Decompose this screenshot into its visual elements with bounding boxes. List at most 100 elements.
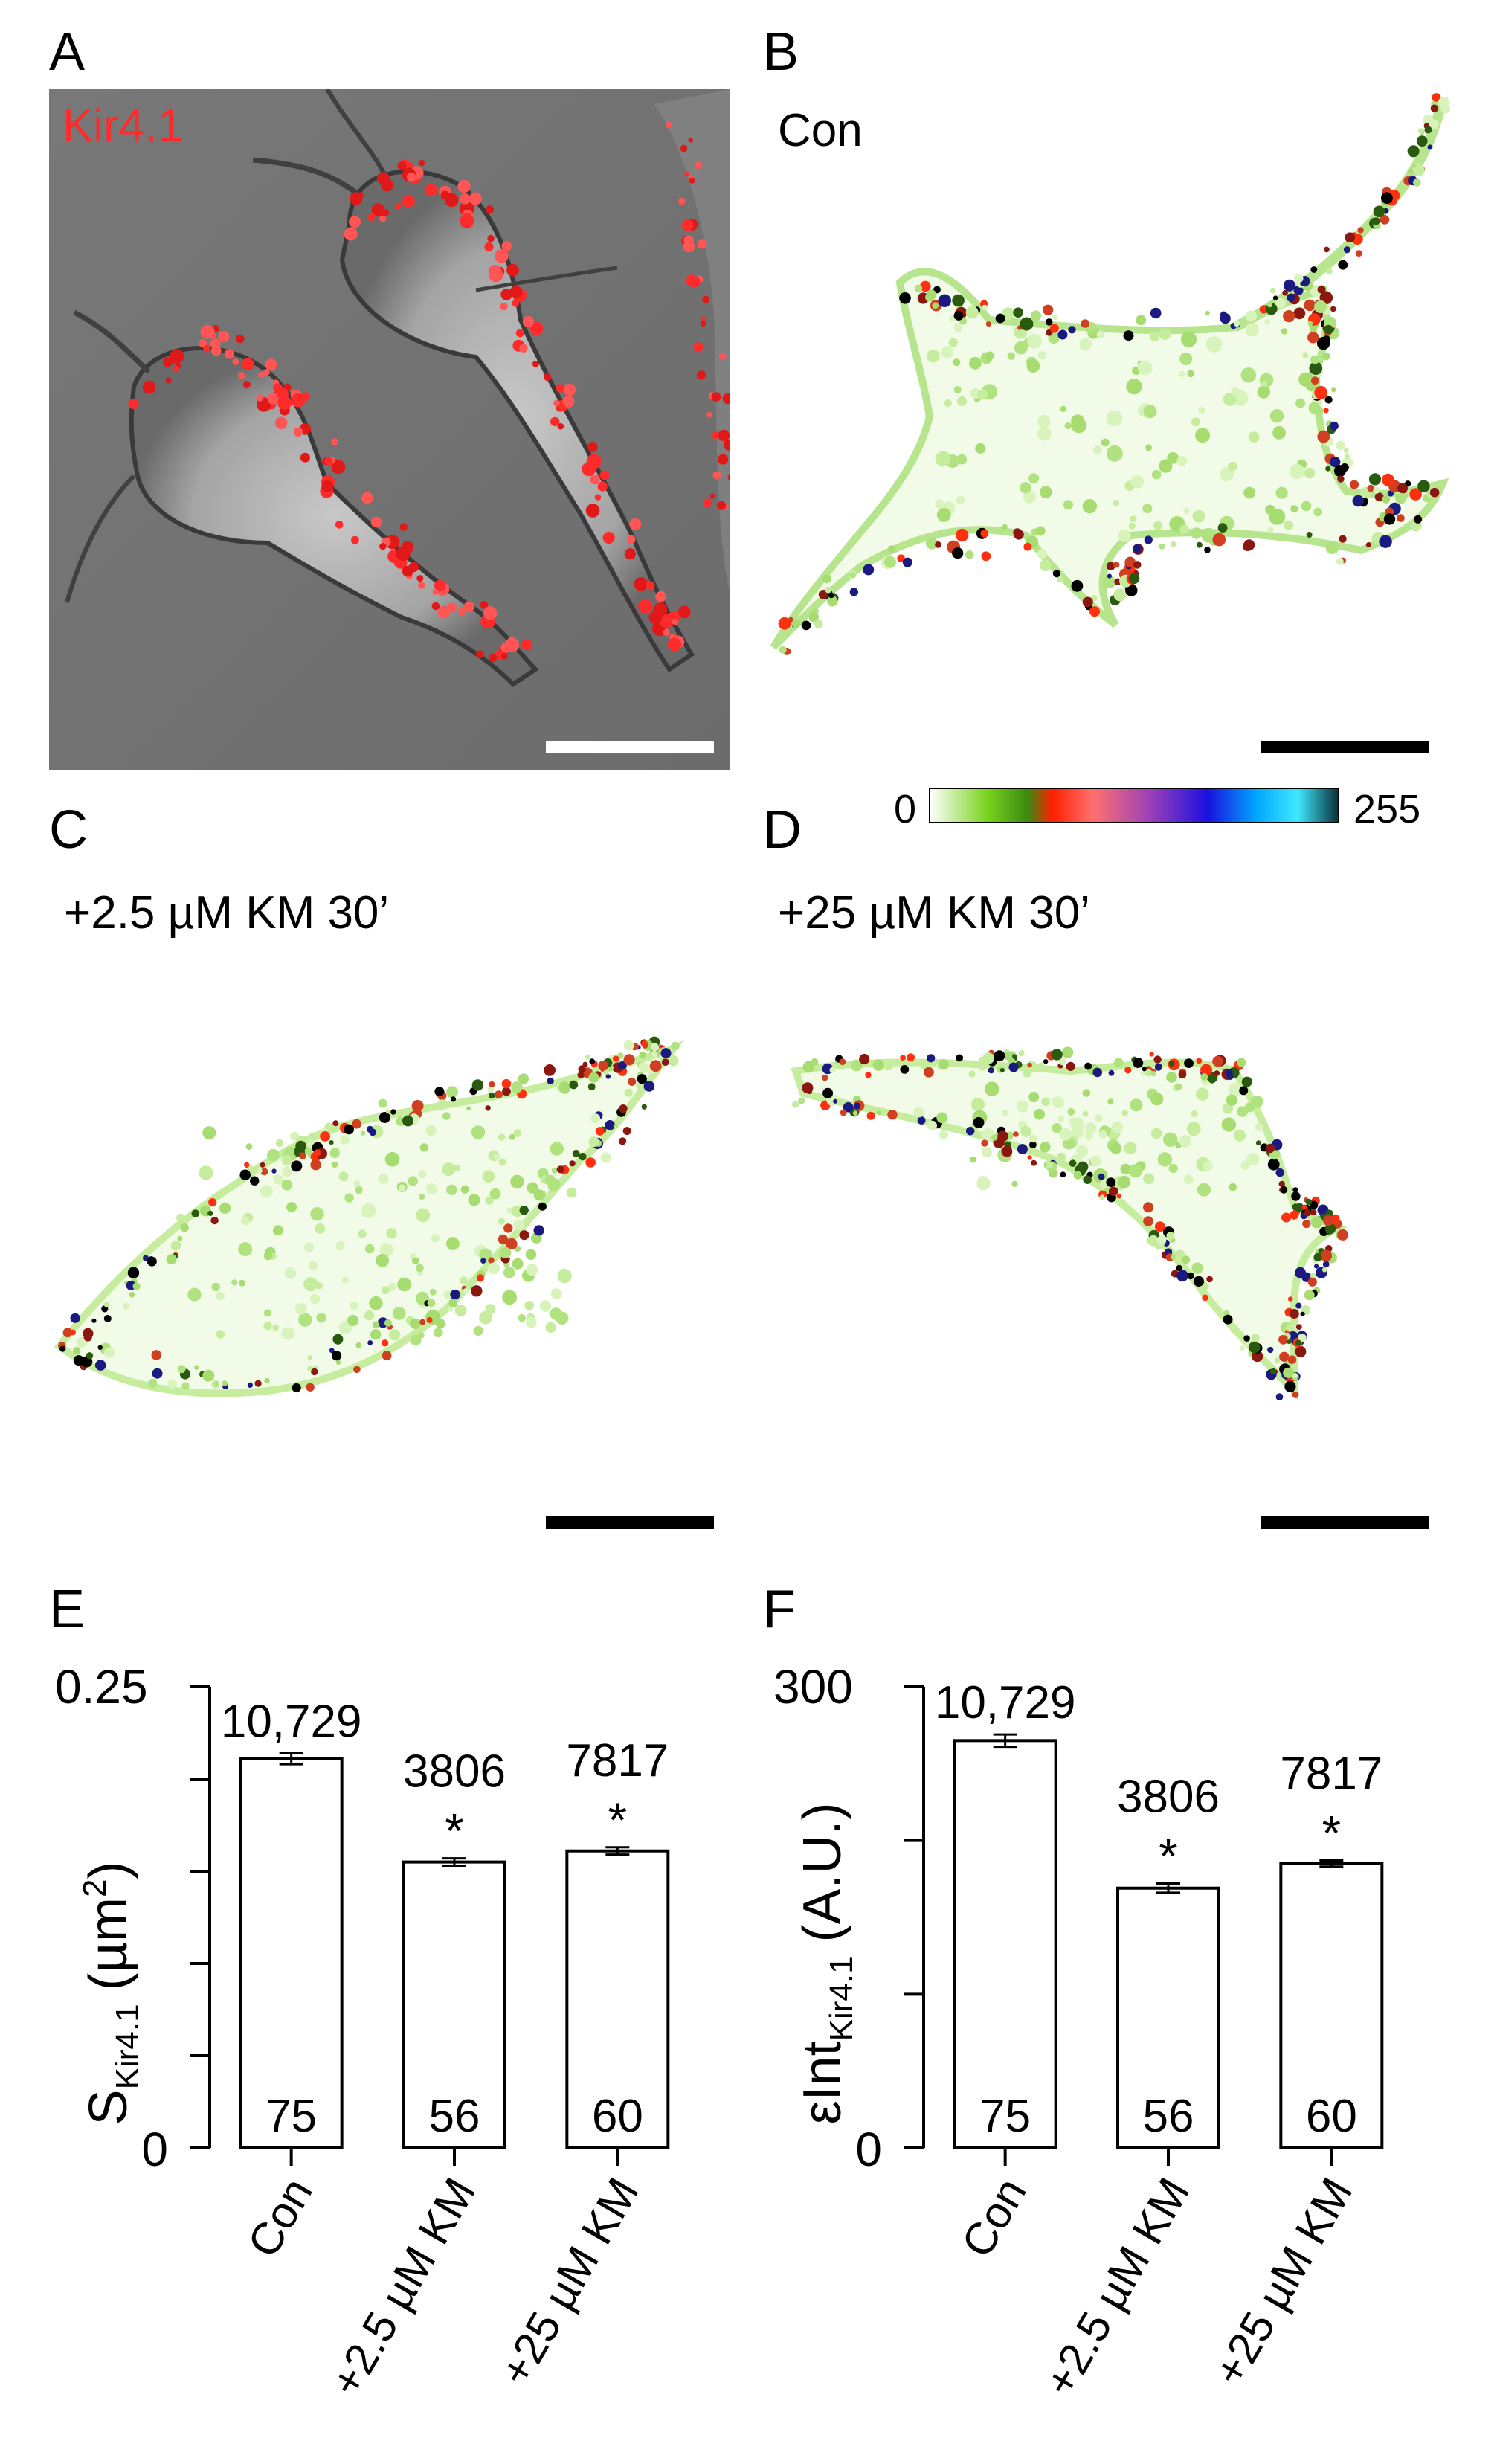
punctum	[384, 1319, 392, 1327]
punctum	[1107, 573, 1112, 579]
punctum	[1200, 1073, 1208, 1081]
punctum	[1082, 1110, 1089, 1117]
punctum	[1409, 488, 1422, 501]
punctum	[402, 195, 415, 208]
punctum	[1143, 1216, 1153, 1226]
punctum	[1016, 1100, 1028, 1113]
punctum	[1128, 1164, 1143, 1178]
punctum	[693, 342, 704, 353]
punctum	[181, 1382, 190, 1390]
punctum	[388, 1329, 401, 1341]
punctum	[1304, 1209, 1311, 1217]
punctum	[1304, 467, 1316, 479]
punctum	[1269, 508, 1286, 525]
punctum	[506, 263, 519, 277]
punctum	[1174, 1083, 1182, 1090]
punctum	[828, 593, 834, 599]
punctum	[1267, 527, 1274, 533]
punctum	[1014, 530, 1024, 540]
punctum	[556, 1311, 569, 1325]
punctum	[256, 394, 264, 402]
punctum	[199, 338, 207, 348]
punctum	[562, 396, 575, 408]
punctum	[953, 386, 962, 394]
punctum	[712, 471, 721, 480]
punctum	[1002, 1109, 1009, 1117]
punctum	[1287, 1296, 1293, 1302]
punctum	[1227, 461, 1237, 472]
punctum	[307, 1355, 312, 1360]
punctum	[1325, 268, 1333, 275]
punctum	[360, 1130, 366, 1136]
punctum	[700, 316, 706, 322]
punctum	[1208, 1076, 1216, 1084]
punctum	[463, 1288, 469, 1294]
punctum	[344, 227, 358, 241]
scale-bar-d	[1261, 1516, 1429, 1529]
punctum	[1170, 541, 1176, 547]
punctum	[1292, 1187, 1298, 1193]
punctum	[1314, 386, 1328, 399]
punctum	[1289, 1309, 1299, 1319]
panel-letter-a: A	[49, 22, 85, 82]
punctum	[547, 1077, 554, 1085]
punctum	[1007, 352, 1016, 361]
punctum	[1205, 310, 1210, 315]
punctum	[1083, 1175, 1092, 1184]
punctum	[513, 1219, 524, 1230]
punctum	[321, 480, 334, 493]
punctum	[723, 440, 730, 451]
punctum	[1240, 1345, 1246, 1351]
punctum	[872, 1059, 884, 1071]
punctum	[480, 1258, 486, 1264]
punctum	[1192, 509, 1205, 523]
punctum	[1336, 558, 1344, 566]
punctum	[689, 276, 701, 288]
punctum	[888, 545, 895, 553]
x-tick-label: Con	[238, 2169, 322, 2265]
x-tick-label: Con	[952, 2169, 1036, 2265]
punctum	[263, 1251, 273, 1261]
punctum	[1269, 409, 1284, 423]
punctum	[1163, 1132, 1178, 1148]
punctum	[463, 601, 474, 612]
punctum	[572, 1149, 580, 1157]
punctum	[1231, 387, 1240, 396]
punctum	[718, 454, 729, 465]
density-puncta-2-5um	[58, 1036, 680, 1393]
condition-label-d: +25 µM KM 30’	[778, 887, 1090, 939]
punctum	[286, 1202, 297, 1212]
punctum	[936, 1112, 948, 1124]
punctum	[1098, 1173, 1105, 1180]
punctum	[1291, 1191, 1301, 1201]
punctum	[556, 1165, 564, 1174]
punctum	[1275, 1393, 1284, 1400]
punctum	[927, 1054, 936, 1063]
punctum	[624, 1088, 633, 1097]
punctum	[1283, 310, 1295, 323]
punctum	[1240, 367, 1257, 383]
punctum	[291, 393, 306, 408]
punctum	[1052, 1123, 1062, 1133]
punctum	[1372, 217, 1380, 225]
x-tick-label: +25 µM KM	[1204, 2169, 1362, 2394]
punctum	[1064, 422, 1072, 430]
punctum	[1367, 484, 1374, 492]
punctum	[706, 412, 712, 418]
punctum	[471, 1079, 484, 1091]
punctum	[1295, 1267, 1306, 1278]
punctum	[639, 1052, 646, 1059]
punctum	[626, 535, 636, 544]
punctum	[791, 619, 801, 628]
punctum	[437, 605, 451, 619]
punctum	[587, 1083, 596, 1090]
punctum	[814, 620, 823, 628]
punctum	[479, 1310, 493, 1325]
punctum	[402, 565, 413, 577]
punctum	[1191, 417, 1200, 427]
punctum	[418, 1170, 427, 1179]
punctum	[649, 1060, 662, 1072]
punctum	[216, 1330, 225, 1339]
punctum	[1052, 1097, 1058, 1104]
punctum	[1052, 314, 1058, 321]
